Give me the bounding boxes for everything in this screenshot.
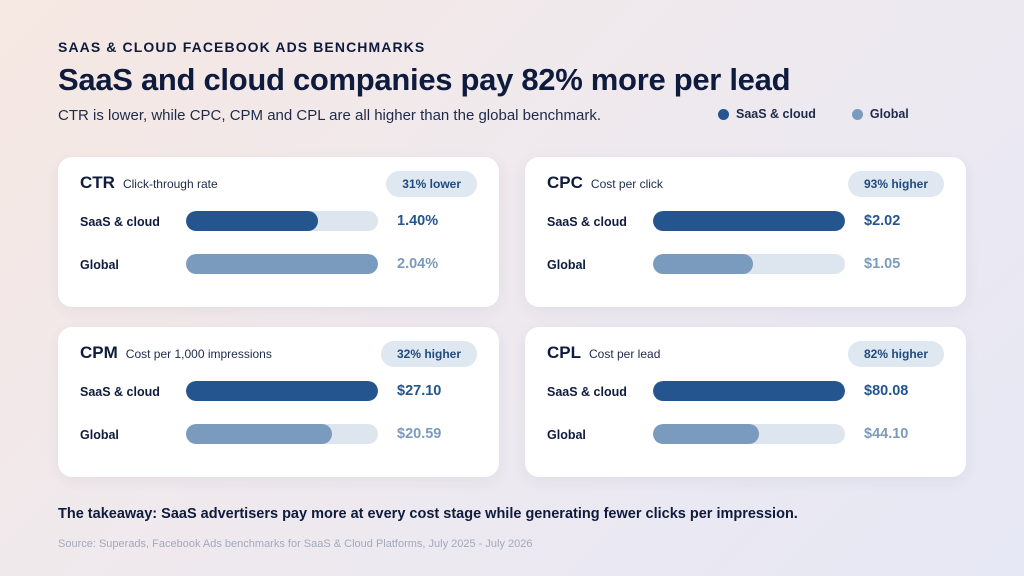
page-title: SaaS and cloud companies pay 82% more pe…	[58, 62, 791, 97]
legend-label-global: Global	[869, 107, 909, 121]
bar-track	[653, 254, 845, 274]
data-label-ctr-saas: 1.40%	[397, 213, 439, 229]
legend: SaaS & cloud Global	[718, 107, 909, 121]
card-header: CTR Click-through rate	[80, 173, 218, 193]
bar-row-cpm-global: Global $20.59	[80, 424, 499, 446]
bar-row-cpc-global: Global $1.05	[547, 254, 966, 276]
bar-row-ctr-saas: SaaS & cloud 1.40%	[80, 211, 499, 233]
metric-description-ctr: Click-through rate	[122, 177, 218, 191]
bar-cpl-global	[653, 424, 759, 444]
bar-track	[186, 211, 378, 231]
page-subtitle: CTR is lower, while CPC, CPM and CPL are…	[58, 107, 602, 124]
comparison-badge-cpl: 82% higher	[847, 341, 944, 367]
metric-card-cpm: CPM Cost per 1,000 impressions 32% higher S…	[58, 327, 499, 477]
bar-cpc-saas	[653, 211, 845, 231]
series-label: SaaS & cloud	[547, 215, 627, 229]
comparison-badge-ctr: 31% lower	[386, 171, 477, 197]
bar-row-cpc-saas: SaaS & cloud $2.02	[547, 211, 966, 233]
bar-cpl-saas	[653, 381, 845, 401]
source-note: Source: Superads, Facebook Ads benchmark…	[58, 538, 533, 550]
series-label: SaaS & cloud	[80, 385, 160, 399]
metric-card-cpc: CPC Cost per click 93% higher SaaS & cloud $…	[525, 157, 966, 307]
bar-track	[653, 211, 845, 231]
bar-ctr-global	[186, 254, 378, 274]
card-header: CPL Cost per lead	[547, 343, 660, 363]
metric-card-cpl: CPL Cost per lead 82% higher SaaS & cloud $8…	[525, 327, 966, 477]
bar-row-ctr-global: Global 2.04%	[80, 254, 499, 276]
legend-item-global: Global	[851, 107, 909, 121]
metric-abbr-ctr: CTR	[80, 173, 115, 192]
metric-abbr-cpl: CPL	[547, 343, 581, 362]
data-label-cpc-saas: $2.02	[864, 213, 901, 229]
bar-track	[653, 381, 845, 401]
takeaway: The takeaway: SaaS advertisers pay more …	[58, 506, 798, 522]
metric-description-cpl: Cost per lead	[589, 347, 661, 361]
bar-track	[653, 424, 845, 444]
card-header: CPM Cost per 1,000 impressions	[80, 343, 272, 363]
comparison-badge-cpm: 32% higher	[380, 341, 477, 367]
data-label-ctr-global: 2.04%	[397, 256, 439, 272]
bar-track	[186, 381, 378, 401]
bar-track	[186, 254, 378, 274]
comparison-badge-cpc: 93% higher	[847, 171, 944, 197]
bar-row-cpl-global: Global $44.10	[547, 424, 966, 446]
legend-swatch-saas	[718, 108, 729, 120]
data-label-cpl-global: $44.10	[864, 426, 909, 442]
data-label-cpm-global: $20.59	[397, 426, 442, 442]
series-label: Global	[80, 428, 119, 442]
legend-swatch-global	[851, 108, 863, 120]
series-label: Global	[547, 428, 586, 442]
metric-description-cpc: Cost per click	[590, 177, 663, 191]
legend-item-saas: SaaS & cloud	[718, 107, 816, 121]
data-label-cpc-global: $1.05	[864, 256, 901, 272]
bar-row-cpl-saas: SaaS & cloud $80.08	[547, 381, 966, 403]
metric-card-ctr: CTR Click-through rate 31% lower SaaS & clo…	[58, 157, 499, 307]
bar-row-cpm-saas: SaaS & cloud $27.10	[80, 381, 499, 403]
bar-track	[186, 424, 378, 444]
bar-ctr-saas	[186, 211, 318, 231]
series-label: Global	[80, 258, 119, 272]
metric-description-cpm: Cost per 1,000 impressions	[125, 347, 272, 361]
card-header: CPC Cost per click	[547, 173, 663, 193]
bar-cpm-global	[186, 424, 332, 444]
eyebrow: SAAS & CLOUD FACEBOOK ADS BENCHMARKS	[58, 39, 426, 55]
series-label: SaaS & cloud	[547, 385, 627, 399]
metric-abbr-cpm: CPM	[80, 343, 118, 362]
data-label-cpl-saas: $80.08	[864, 383, 909, 399]
bar-cpc-global	[653, 254, 753, 274]
data-label-cpm-saas: $27.10	[397, 383, 442, 399]
series-label: SaaS & cloud	[80, 215, 160, 229]
series-label: Global	[547, 258, 586, 272]
legend-label-saas: SaaS & cloud	[736, 107, 816, 121]
metric-abbr-cpc: CPC	[547, 173, 583, 192]
bar-cpm-saas	[186, 381, 378, 401]
